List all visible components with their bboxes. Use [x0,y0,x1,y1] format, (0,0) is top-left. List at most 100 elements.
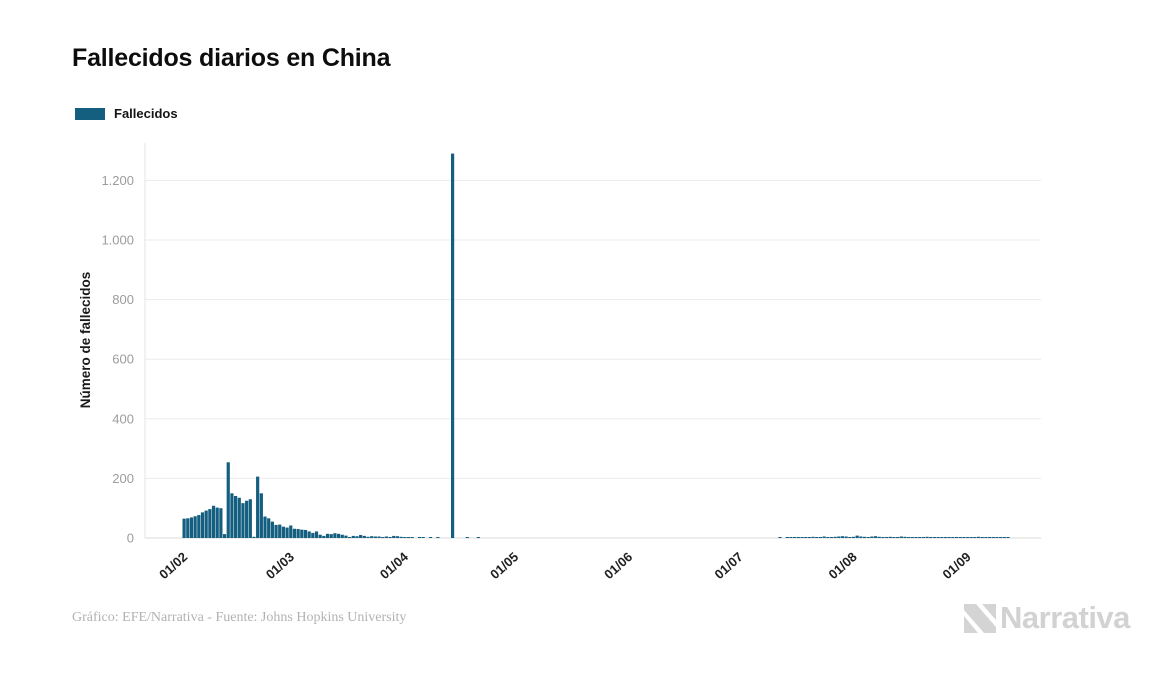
bar[interactable] [403,537,407,538]
bar[interactable] [862,536,867,538]
bar[interactable] [800,537,804,538]
bar[interactable] [1006,537,1010,538]
bar[interactable] [877,536,881,538]
bar[interactable] [392,535,396,538]
bar[interactable] [303,529,308,538]
bar[interactable] [263,516,267,538]
bar[interactable] [197,515,201,538]
bar[interactable] [233,495,238,538]
bar[interactable] [395,536,400,538]
bar[interactable] [226,462,230,538]
bar[interactable] [907,537,911,538]
bar[interactable] [377,536,381,538]
bar[interactable] [318,534,322,538]
bar[interactable] [237,497,241,538]
bar[interactable] [351,535,355,538]
bar[interactable] [421,537,425,538]
bar[interactable] [903,536,907,538]
bar[interactable] [921,537,925,538]
bar[interactable] [899,536,903,538]
bar[interactable] [189,517,194,538]
bar[interactable] [943,537,948,538]
bar[interactable] [186,518,190,538]
bar[interactable] [785,537,789,538]
bar[interactable] [267,518,271,538]
bar[interactable] [947,537,951,538]
bar[interactable] [859,536,863,538]
bar[interactable] [373,536,377,538]
bar[interactable] [976,536,981,538]
bar[interactable] [259,493,263,538]
bar[interactable] [873,536,878,538]
bar[interactable] [384,536,388,538]
bar[interactable] [958,537,962,538]
bar[interactable] [829,537,834,538]
bar[interactable] [248,499,252,538]
bar[interactable] [355,536,359,538]
bar[interactable] [348,537,352,538]
bar[interactable] [1002,537,1006,538]
bar[interactable] [826,537,830,538]
bar[interactable] [476,537,480,538]
bar[interactable] [336,533,341,538]
bar[interactable] [366,536,370,538]
bar[interactable] [866,537,870,538]
bar[interactable] [914,537,918,538]
bar[interactable] [252,536,256,538]
bar[interactable] [370,536,374,538]
bar[interactable] [987,537,992,538]
bar[interactable] [804,537,808,538]
bar[interactable] [910,537,914,538]
bar[interactable] [932,537,937,538]
bar[interactable] [245,500,249,538]
bar[interactable] [406,537,411,538]
bar[interactable] [219,508,223,538]
bar[interactable] [344,535,348,538]
bar[interactable] [870,536,874,538]
bar[interactable] [417,537,422,538]
bar[interactable] [428,537,433,538]
bar[interactable] [954,537,959,538]
bar[interactable] [381,537,385,538]
bar[interactable] [789,537,793,538]
bar[interactable] [840,536,845,538]
bar[interactable] [182,518,186,538]
bar[interactable] [410,537,414,538]
bar[interactable] [256,476,260,538]
bar[interactable] [362,535,366,538]
bar[interactable] [204,510,208,538]
bar[interactable] [278,524,282,538]
bar[interactable] [925,536,929,538]
bar[interactable] [193,516,197,538]
bar[interactable] [848,537,852,538]
bar[interactable] [314,531,319,538]
bar[interactable] [973,537,977,538]
bar[interactable] [951,537,955,538]
bar[interactable] [888,536,892,538]
bar[interactable] [450,153,455,538]
bar[interactable] [274,524,278,538]
bar[interactable] [796,537,800,538]
bar[interactable] [325,533,330,538]
bar[interactable] [388,537,392,538]
bar[interactable] [211,505,216,538]
bar[interactable] [822,536,826,538]
bar[interactable] [833,536,837,538]
bar[interactable] [311,532,315,538]
bar[interactable] [881,537,885,538]
bar[interactable] [851,536,856,538]
bar[interactable] [918,537,922,538]
bar[interactable] [436,537,440,538]
bar[interactable] [844,536,848,538]
bar[interactable] [936,537,940,538]
bar[interactable] [837,536,841,538]
bar[interactable] [885,537,889,538]
bar[interactable] [340,534,344,538]
bar[interactable] [778,537,782,538]
bar[interactable] [940,537,944,538]
bar[interactable] [270,521,274,538]
bar[interactable] [322,535,326,538]
bar[interactable] [984,537,988,538]
bar[interactable] [359,535,363,538]
bar[interactable] [289,525,293,538]
